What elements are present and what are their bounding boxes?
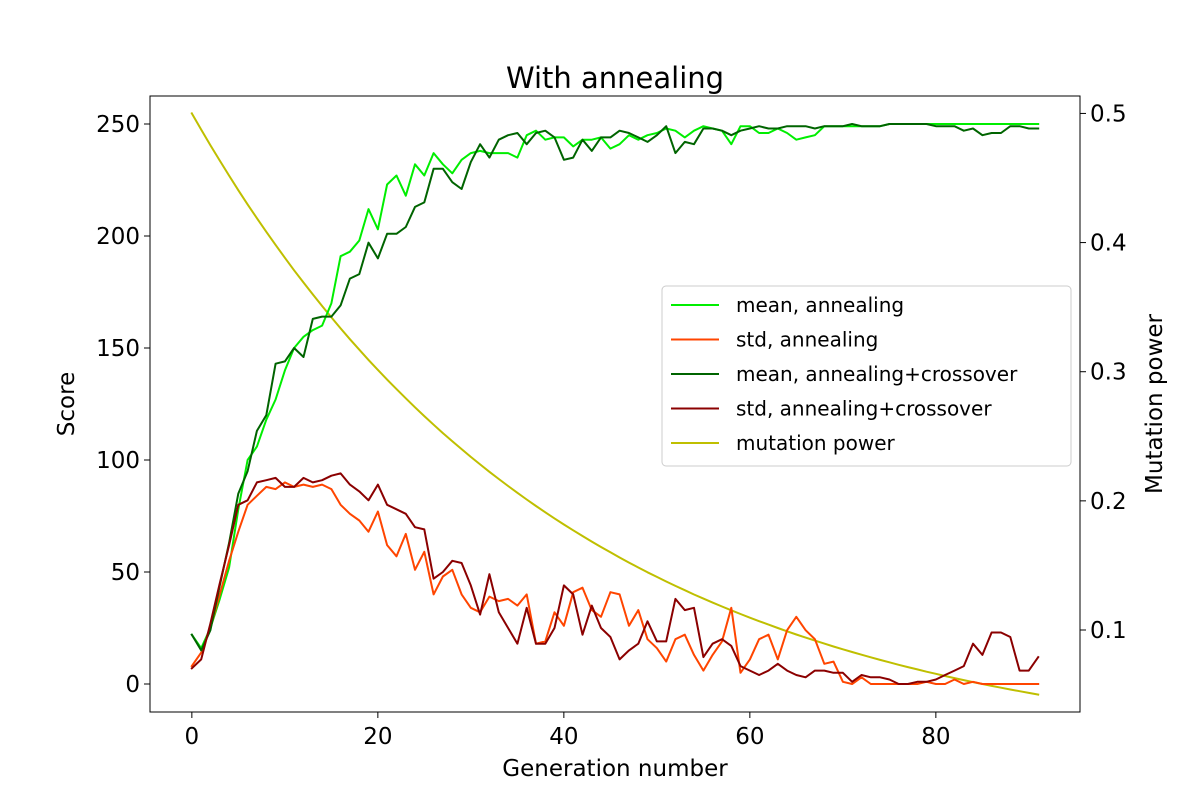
series-layer xyxy=(190,112,1040,696)
y2-axis-label: Mutation power xyxy=(1142,313,1168,494)
y-tick-label: 150 xyxy=(96,336,140,362)
y-tick-label: 50 xyxy=(111,560,140,586)
series-line-3 xyxy=(190,472,1040,685)
y2-tick-label: 0.3 xyxy=(1090,360,1127,386)
x-tick-label: 40 xyxy=(549,724,578,750)
y-tick-label: 200 xyxy=(96,224,140,250)
chart-title: With annealing xyxy=(506,61,724,95)
y2-tick-label: 0.4 xyxy=(1090,231,1127,257)
legend-label: mutation power xyxy=(736,431,896,455)
ticks-layer: 0 20 40 60 80 0 50 100 150 200 250 0.1 0.2 0.3 0.4 0.5 xyxy=(96,101,1126,750)
legend-label: std, annealing xyxy=(736,328,878,352)
y-tick-label: 100 xyxy=(96,448,140,474)
x-axis-label: Generation number xyxy=(502,756,728,782)
y2-tick-label: 0.2 xyxy=(1090,489,1127,515)
y-tick-label: 0 xyxy=(125,672,140,698)
plot-frame xyxy=(149,95,1081,713)
legend: mean, annealing std, annealing mean, annea… xyxy=(661,285,1072,467)
y-axis-label: Score xyxy=(54,372,80,436)
x-tick-label: 80 xyxy=(921,724,950,750)
x-tick-label: 60 xyxy=(735,724,764,750)
legend-label: mean, annealing xyxy=(736,293,904,317)
y-tick-label: 250 xyxy=(96,112,140,138)
legend-label: std, annealing+crossover xyxy=(736,397,992,421)
series-line-4 xyxy=(190,112,1040,696)
legend-box xyxy=(661,285,1072,467)
x-tick-label: 20 xyxy=(363,724,392,750)
y2-tick-label: 0.1 xyxy=(1090,618,1127,644)
x-tick-label: 0 xyxy=(185,724,200,750)
legend-label: mean, annealing+crossover xyxy=(736,362,1018,386)
y2-tick-label: 0.5 xyxy=(1090,101,1127,127)
series-line-2 xyxy=(190,123,1040,652)
